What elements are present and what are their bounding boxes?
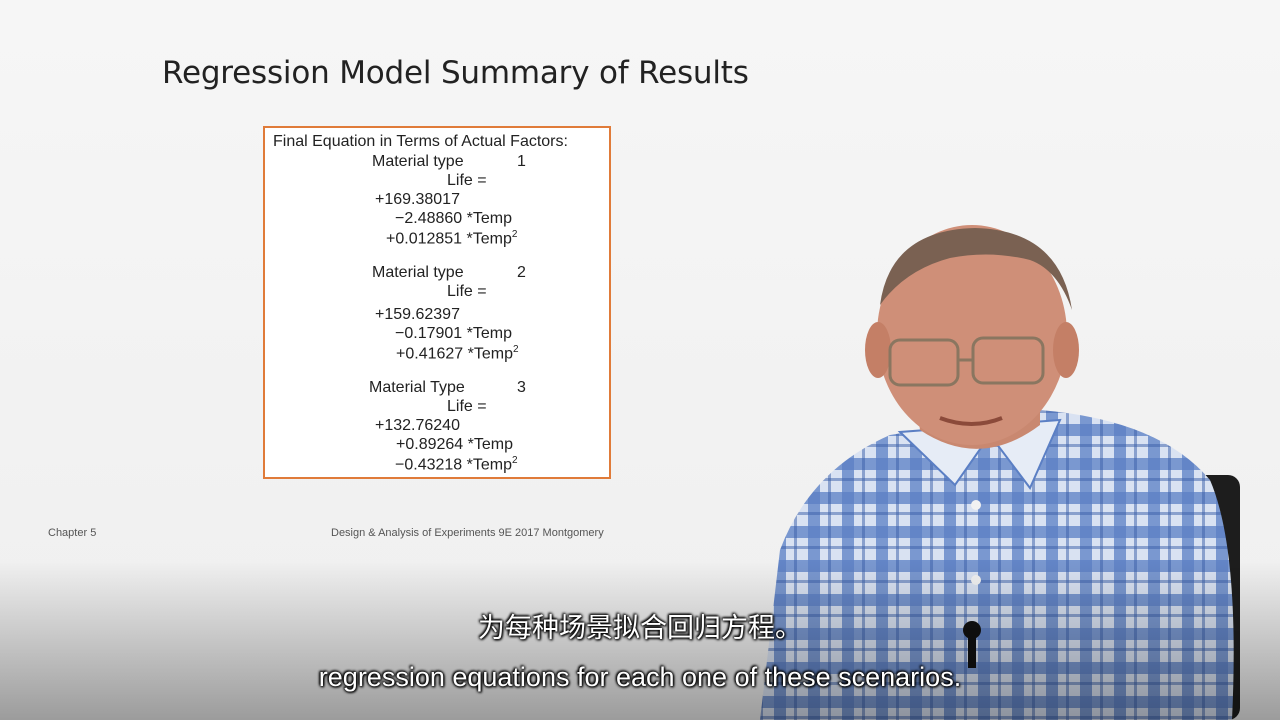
eyeglasses <box>888 336 1045 387</box>
left-ear <box>865 322 891 378</box>
model-3-label: Material Type <box>369 379 465 396</box>
model-1-linear-term: *Temp <box>466 210 512 227</box>
model-1-quad-exp: 2 <box>511 229 518 240</box>
model-1-linear: −2.48860 *Temp <box>395 210 512 228</box>
model-2-label: Material type <box>372 264 464 281</box>
model-1-quad-coef: +0.012851 <box>386 230 463 248</box>
model-1-response: Life = <box>447 172 487 189</box>
right-ear <box>1053 322 1079 378</box>
lapel-microphone <box>963 621 981 639</box>
equation-box: Final Equation in Terms of Actual Factor… <box>263 126 611 479</box>
model-2-quad-exp: 2 <box>513 344 519 355</box>
model-3-linear: +0.89264 *Temp <box>396 436 513 454</box>
footer-book-title: Design & Analysis of Experiments 9E 2017… <box>331 527 604 539</box>
slide-title: Regression Model Summary of Results <box>162 55 749 91</box>
shirt-button <box>971 500 981 510</box>
model-1-quad-term: *Temp <box>466 230 512 248</box>
shirt-button <box>971 575 981 585</box>
model-2-number: 2 <box>517 264 526 281</box>
model-2-quad-term: *Temp <box>467 345 513 363</box>
model-1-label: Material type <box>372 153 464 170</box>
model-3-quadratic: −0.43218 *Temp2 <box>395 455 518 474</box>
model-3-intercept: +132.76240 <box>375 417 460 434</box>
subtitle-chinese: 为每种场景拟合回归方程。 <box>478 613 802 644</box>
model-1-number: 1 <box>517 153 526 170</box>
subtitle-english: regression equations for each one of the… <box>318 662 962 692</box>
model-2-intercept: +159.62397 <box>375 306 460 323</box>
model-2-quad-coef: +0.41627 <box>396 345 464 363</box>
model-3-quad-coef: −0.43218 <box>395 456 463 474</box>
plaid-shirt <box>760 410 1234 720</box>
model-2-quadratic: +0.41627 *Temp2 <box>396 344 519 363</box>
presenter-video <box>760 225 1240 720</box>
model-3-quad-term: *Temp <box>466 456 512 474</box>
model-2-linear-term: *Temp <box>466 325 512 342</box>
footer-chapter: Chapter 5 <box>48 527 97 539</box>
model-1-intercept: +169.38017 <box>375 191 460 208</box>
model-1-quadratic: +0.012851 *Temp2 <box>386 229 517 248</box>
hair <box>880 228 1072 310</box>
model-3-number: 3 <box>517 379 526 396</box>
model-3-quad-exp: 2 <box>512 455 518 466</box>
model-3-linear-term: *Temp <box>467 436 513 453</box>
model-3-response: Life = <box>447 398 487 415</box>
equation-box-header: Final Equation in Terms of Actual Factor… <box>273 133 568 150</box>
model-2-linear-coef: −0.17901 <box>395 325 463 342</box>
head <box>877 225 1067 445</box>
mouth <box>939 416 1003 426</box>
model-1-linear-coef: −2.48860 <box>395 210 463 227</box>
model-2-response: Life = <box>447 283 487 300</box>
model-2-linear: −0.17901 *Temp <box>395 325 512 343</box>
model-3-linear-coef: +0.89264 <box>396 436 464 453</box>
subtitle-backdrop <box>0 560 1280 720</box>
